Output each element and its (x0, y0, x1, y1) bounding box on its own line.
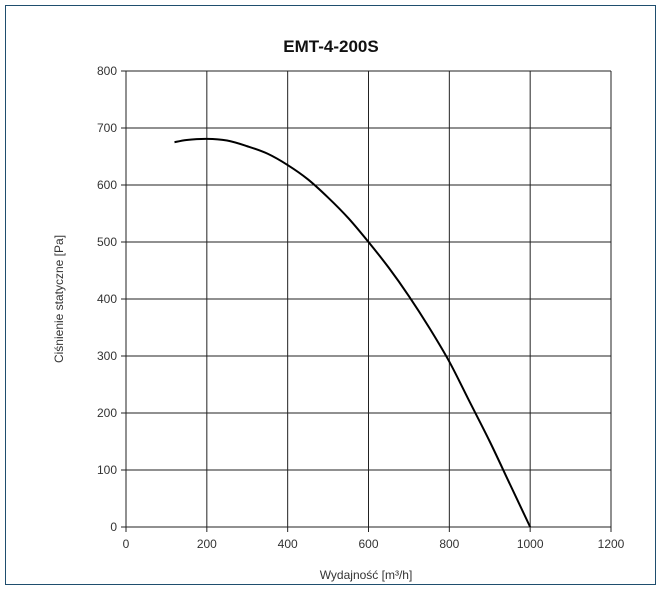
y-tick-label: 100 (97, 463, 117, 477)
y-tick-label: 300 (97, 349, 117, 363)
y-tick-label: 800 (97, 64, 117, 78)
x-tick-label: 1200 (598, 537, 625, 551)
y-axis-label: Ciśnienie statyczne [Pa] (52, 235, 66, 363)
y-tick-label: 200 (97, 406, 117, 420)
fan-curve-line (174, 137, 532, 528)
x-tick-label: 600 (358, 537, 378, 551)
y-tick-label: 700 (97, 121, 117, 135)
x-tick-label: 400 (278, 537, 298, 551)
y-tick-label: 600 (97, 178, 117, 192)
chart-frame (5, 5, 656, 585)
x-axis-label: Wydajność [m³/h] (320, 568, 413, 582)
x-tick-label: 200 (197, 537, 217, 551)
series-layer (174, 137, 532, 528)
y-tick-label: 400 (97, 292, 117, 306)
y-tick-label: 0 (110, 520, 117, 534)
grid (121, 70, 612, 532)
x-tick-label: 0 (123, 537, 130, 551)
x-tick-label: 1000 (517, 537, 544, 551)
tick-labels: 0 200 400 600 800 1000 1200 0 100 200 300 400 500 600… (97, 64, 625, 551)
y-tick-label: 500 (97, 235, 117, 249)
chart-title: EMT-4-200S (283, 37, 378, 56)
x-tick-label: 800 (439, 537, 459, 551)
